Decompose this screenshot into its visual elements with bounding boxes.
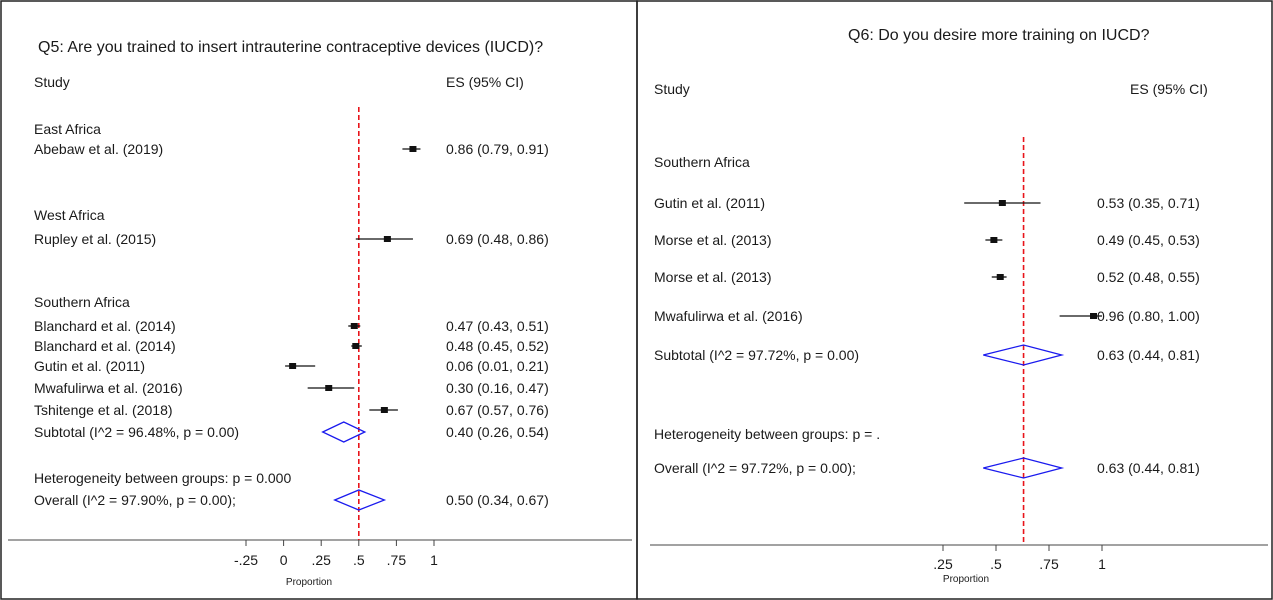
q5-es-value: 0.06 (0.01, 0.21) [446,358,549,374]
q6-es-value: 0.96 (0.80, 1.00) [1097,308,1200,324]
q6-x-tick-label: .5 [990,556,1002,572]
q5-row-label: Mwafulirwa et al. (2016) [34,380,183,396]
q5-point-estimate [383,236,391,242]
q5-point-estimate [289,363,297,369]
q5-xlabel: Proportion [286,577,332,588]
panel-q6-border [636,0,1273,600]
q5-row-label: West Africa [34,207,105,223]
q6-es-value: 0.49 (0.45, 0.53) [1097,232,1200,248]
q5-overall-diamond [333,489,387,511]
q5-es-value: 0.47 (0.43, 0.51) [446,318,549,334]
q6-study-header: Study [654,81,690,97]
q5-row-label: Overall (I^2 = 97.90%, p = 0.00); [34,492,236,508]
q6-subtotal-diamond [983,344,1065,366]
q5-x-tick-label: 1 [430,552,438,568]
q5-row-label: Tshitenge et al. (2018) [34,402,173,418]
q5-row-label: Rupley et al. (2015) [34,231,156,247]
q5-es-value: 0.67 (0.57, 0.76) [446,402,549,418]
q6-overall-diamond [983,457,1065,479]
q5-x-tick-label: .75 [387,552,407,568]
q5-row-label: Subtotal (I^2 = 96.48%, p = 0.00) [34,424,239,440]
q5-point-estimate [352,343,360,349]
q5-row-label: Abebaw et al. (2019) [34,141,163,157]
q5-rows: -.25 0 .25 .5 .75 1 East Africa Abebaw et al. (… [8,107,632,568]
q6-row-label: Morse et al. (2013) [654,232,772,248]
q6-xlabel: Proportion [943,574,989,585]
q6-x-tick-label: .75 [1039,556,1059,572]
q6-row-label: Overall (I^2 = 97.72%, p = 0.00); [654,460,856,476]
q5-subtotal-diamond [321,421,367,443]
q5-es-value: 0.50 (0.34, 0.67) [446,492,549,508]
q6-title: Q6: Do you desire more training on IUCD? [848,27,1150,44]
q6-point-estimate [996,274,1004,280]
q5-row-label: Blanchard et al. (2014) [34,318,176,334]
q6-row-label: Subtotal (I^2 = 97.72%, p = 0.00) [654,347,859,363]
q6-point-estimate [998,200,1006,206]
q6-x-tick-label: .25 [933,556,953,572]
q5-es-value: 0.86 (0.79, 0.91) [446,141,549,157]
q6-row-label: Heterogeneity between groups: p = . [654,426,880,442]
q5-es-value: 0.48 (0.45, 0.52) [446,338,549,354]
q5-row-label: Gutin et al. (2011) [34,358,145,374]
q6-es-value: 0.52 (0.48, 0.55) [1097,269,1200,285]
q6-row-label: Mwafulirwa et al. (2016) [654,308,803,324]
q5-point-estimate [409,146,417,152]
q6-x-tick-label: 1 [1098,556,1106,572]
q5-study-header: Study [34,74,70,90]
q5-point-estimate [380,407,388,413]
q6-es-header: ES (95% CI) [1130,81,1208,97]
q5-point-estimate [350,323,358,329]
q5-x-tick-label: 0 [280,552,288,568]
q5-es-value: 0.40 (0.26, 0.54) [446,424,549,440]
q5-es-value: 0.30 (0.16, 0.47) [446,380,549,396]
q6-row-label: Southern Africa [654,154,750,170]
q5-row-label: East Africa [34,121,101,137]
q6-es-value: 0.63 (0.44, 0.81) [1097,460,1200,476]
q5-x-tick-label: -.25 [234,552,258,568]
q5-row-label: Blanchard et al. (2014) [34,338,176,354]
q5-row-label: Southern Africa [34,294,130,310]
q6-es-value: 0.53 (0.35, 0.71) [1097,195,1200,211]
q5-es-header: ES (95% CI) [446,74,524,90]
q5-es-value: 0.69 (0.48, 0.86) [446,231,549,247]
q6-point-estimate [1090,313,1098,319]
q5-x-tick-label: .25 [311,552,331,568]
q6-row-label: Morse et al. (2013) [654,269,772,285]
q5-x-tick-label: .5 [353,552,365,568]
q6-row-label: Gutin et al. (2011) [654,195,765,211]
q6-rows: .25 .5 .75 1 Southern Africa Gutin et al. (20… [650,137,1268,572]
q6-point-estimate [990,237,998,243]
q5-point-estimate [325,385,333,391]
q6-es-value: 0.63 (0.44, 0.81) [1097,347,1200,363]
q5-title: Q5: Are you trained to insert intrauteri… [38,39,543,56]
q5-row-label: Heterogeneity between groups: p = 0.000 [34,470,291,486]
